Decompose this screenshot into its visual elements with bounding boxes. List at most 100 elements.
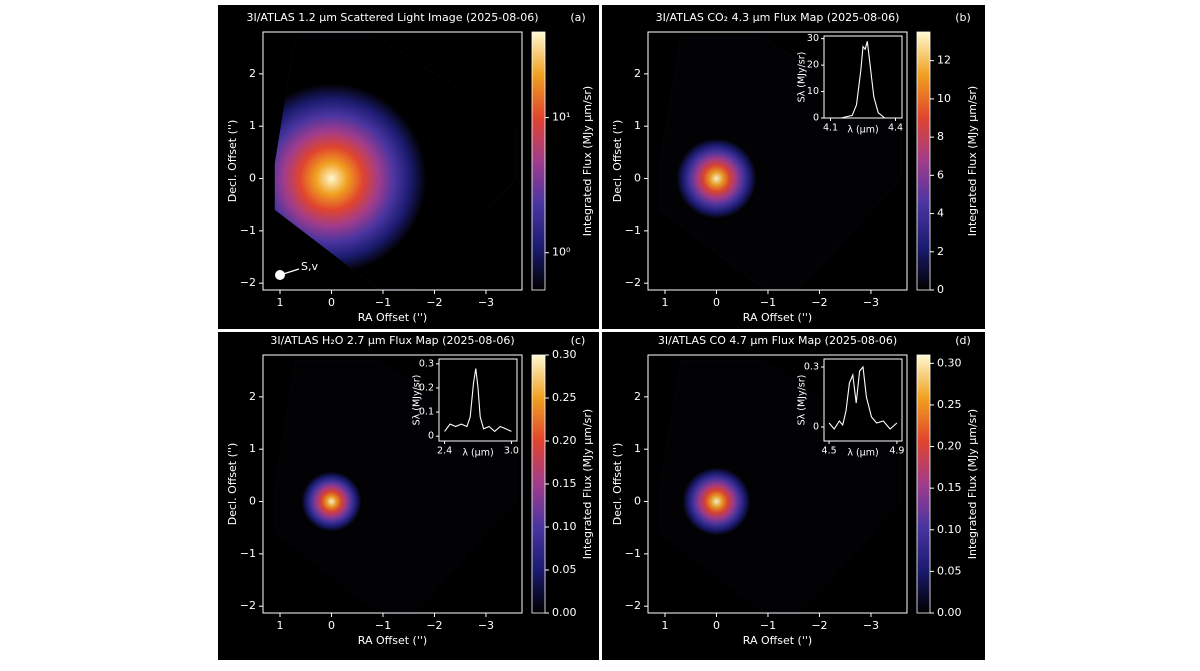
- inset-y-tick-label: 0.3: [419, 358, 434, 369]
- x-tick-label: −2: [426, 296, 442, 309]
- colorbar: [916, 354, 931, 614]
- colorbar-tick-label: 0.00: [937, 606, 962, 619]
- y-tick-label: −2: [625, 599, 641, 612]
- x-tick-label: −2: [811, 619, 827, 632]
- x-tick-label: −2: [811, 296, 827, 309]
- colorbar-tick-label: 4: [937, 207, 944, 220]
- spectrum-line: [828, 365, 898, 430]
- inset-y-tick-label: 30: [807, 33, 819, 44]
- colorbar-tick-label: 6: [937, 168, 944, 181]
- separator: [218, 329, 985, 332]
- y-tick-label: 0: [249, 172, 256, 185]
- colorbar-label: Integrated Flux (MJy μm/sr): [966, 409, 979, 559]
- y-tick-label: 1: [249, 119, 256, 132]
- inset-x-tick-label: 4.1: [823, 123, 838, 134]
- inset-x-tick-label: 4.4: [888, 123, 903, 134]
- x-tick-label: −1: [375, 296, 391, 309]
- colorbar-tick-label: 0.05: [937, 564, 962, 577]
- y-tick-label: −1: [240, 224, 256, 237]
- inset-frame: [438, 358, 518, 442]
- inset-y-tick-label: 0: [428, 431, 434, 442]
- inset-y-label: Sλ (MJy/sr): [797, 375, 808, 426]
- y-tick-label: −1: [625, 224, 641, 237]
- y-tick-label: 0: [634, 172, 641, 185]
- y-tick-label: 1: [634, 442, 641, 455]
- separator: [599, 5, 602, 660]
- colorbar-tick-label: 8: [937, 130, 944, 143]
- colorbar: [916, 31, 931, 291]
- axes-frame: [647, 354, 908, 614]
- inset-y-tick-label: 0.3: [804, 362, 819, 373]
- y-tick-label: 2: [634, 390, 641, 403]
- x-tick-label: 0: [713, 296, 720, 309]
- colorbar-tick-label: 0.20: [552, 434, 577, 447]
- colorbar: [531, 31, 546, 291]
- chart-title: 3I/ATLAS H₂O 2.7 μm Flux Map (2025-08-06…: [270, 334, 514, 347]
- y-tick-label: 2: [634, 67, 641, 80]
- inset-y-label: Sλ (MJy/sr): [797, 52, 808, 103]
- y-axis-label: Decl. Offset (''): [226, 120, 239, 203]
- x-tick-label: −1: [375, 619, 391, 632]
- y-tick-label: 0: [634, 495, 641, 508]
- y-axis-label: Decl. Offset (''): [226, 443, 239, 526]
- colorbar-tick-label: 0.15: [937, 481, 962, 494]
- chart-title: 3I/ATLAS CO 4.7 μm Flux Map (2025-08-06): [658, 334, 897, 347]
- x-tick-label: 1: [276, 619, 283, 632]
- annotation: S,v: [301, 260, 318, 273]
- inset-x-tick-label: 3.0: [504, 446, 519, 457]
- y-tick-label: −1: [240, 547, 256, 560]
- colorbar: [531, 354, 546, 614]
- colorbar-tick-label: 0.30: [552, 348, 577, 361]
- spectrum-line: [830, 41, 896, 119]
- inset-y-tick-label: 0.1: [419, 407, 434, 418]
- x-tick-label: 0: [713, 619, 720, 632]
- x-axis-label: RA Offset (''): [358, 311, 427, 324]
- axes-frame: [262, 31, 523, 291]
- x-axis-label: RA Offset (''): [743, 634, 812, 647]
- y-tick-label: −1: [625, 547, 641, 560]
- spectrum-line: [444, 368, 512, 433]
- y-tick-label: −2: [625, 276, 641, 289]
- y-axis-label: Decl. Offset (''): [611, 120, 624, 203]
- colorbar-tick-label: 0: [937, 283, 944, 296]
- y-axis-label: Decl. Offset (''): [611, 443, 624, 526]
- x-tick-label: −1: [760, 296, 776, 309]
- x-tick-label: −3: [478, 619, 494, 632]
- x-tick-label: 0: [328, 296, 335, 309]
- x-axis-label: RA Offset (''): [358, 634, 427, 647]
- colorbar-label: Integrated Flux (MJy μm/sr): [581, 409, 594, 559]
- colorbar-tick-label: 0.25: [552, 391, 577, 404]
- colorbar-tick-label: 0.10: [937, 523, 962, 536]
- y-tick-label: 0: [249, 495, 256, 508]
- y-tick-label: 2: [249, 67, 256, 80]
- x-tick-label: −3: [478, 296, 494, 309]
- y-tick-label: 1: [249, 442, 256, 455]
- panel-label: (c): [571, 334, 586, 347]
- x-tick-label: −3: [863, 296, 879, 309]
- emission: [274, 37, 517, 289]
- colorbar-tick-label: 0.30: [937, 356, 962, 369]
- inset-y-label: Sλ (MJy/sr): [412, 375, 423, 426]
- colorbar-label: Integrated Flux (MJy μm/sr): [966, 86, 979, 236]
- inset-x-label: λ (μm): [847, 448, 878, 459]
- colorbar-tick-label: 12: [937, 54, 951, 67]
- axes-frame: [262, 354, 523, 614]
- x-axis-label: RA Offset (''): [743, 311, 812, 324]
- colorbar-tick-label: 0.15: [552, 477, 577, 490]
- panel-label: (b): [955, 11, 971, 24]
- x-tick-label: −3: [863, 619, 879, 632]
- y-tick-label: −2: [240, 599, 256, 612]
- x-tick-label: −2: [426, 619, 442, 632]
- y-tick-label: 1: [634, 119, 641, 132]
- x-tick-label: 1: [661, 296, 668, 309]
- y-tick-label: 2: [249, 390, 256, 403]
- x-tick-label: −1: [760, 619, 776, 632]
- inset-y-tick-label: 0: [813, 422, 819, 433]
- axes-frame: [647, 31, 908, 291]
- inset-y-tick-label: 20: [807, 60, 819, 71]
- inset-x-tick-label: 2.4: [437, 446, 452, 457]
- inset-y-tick-label: 0: [813, 113, 819, 124]
- panel-label: (a): [570, 11, 585, 24]
- colorbar-tick-label: 0.00: [552, 606, 577, 619]
